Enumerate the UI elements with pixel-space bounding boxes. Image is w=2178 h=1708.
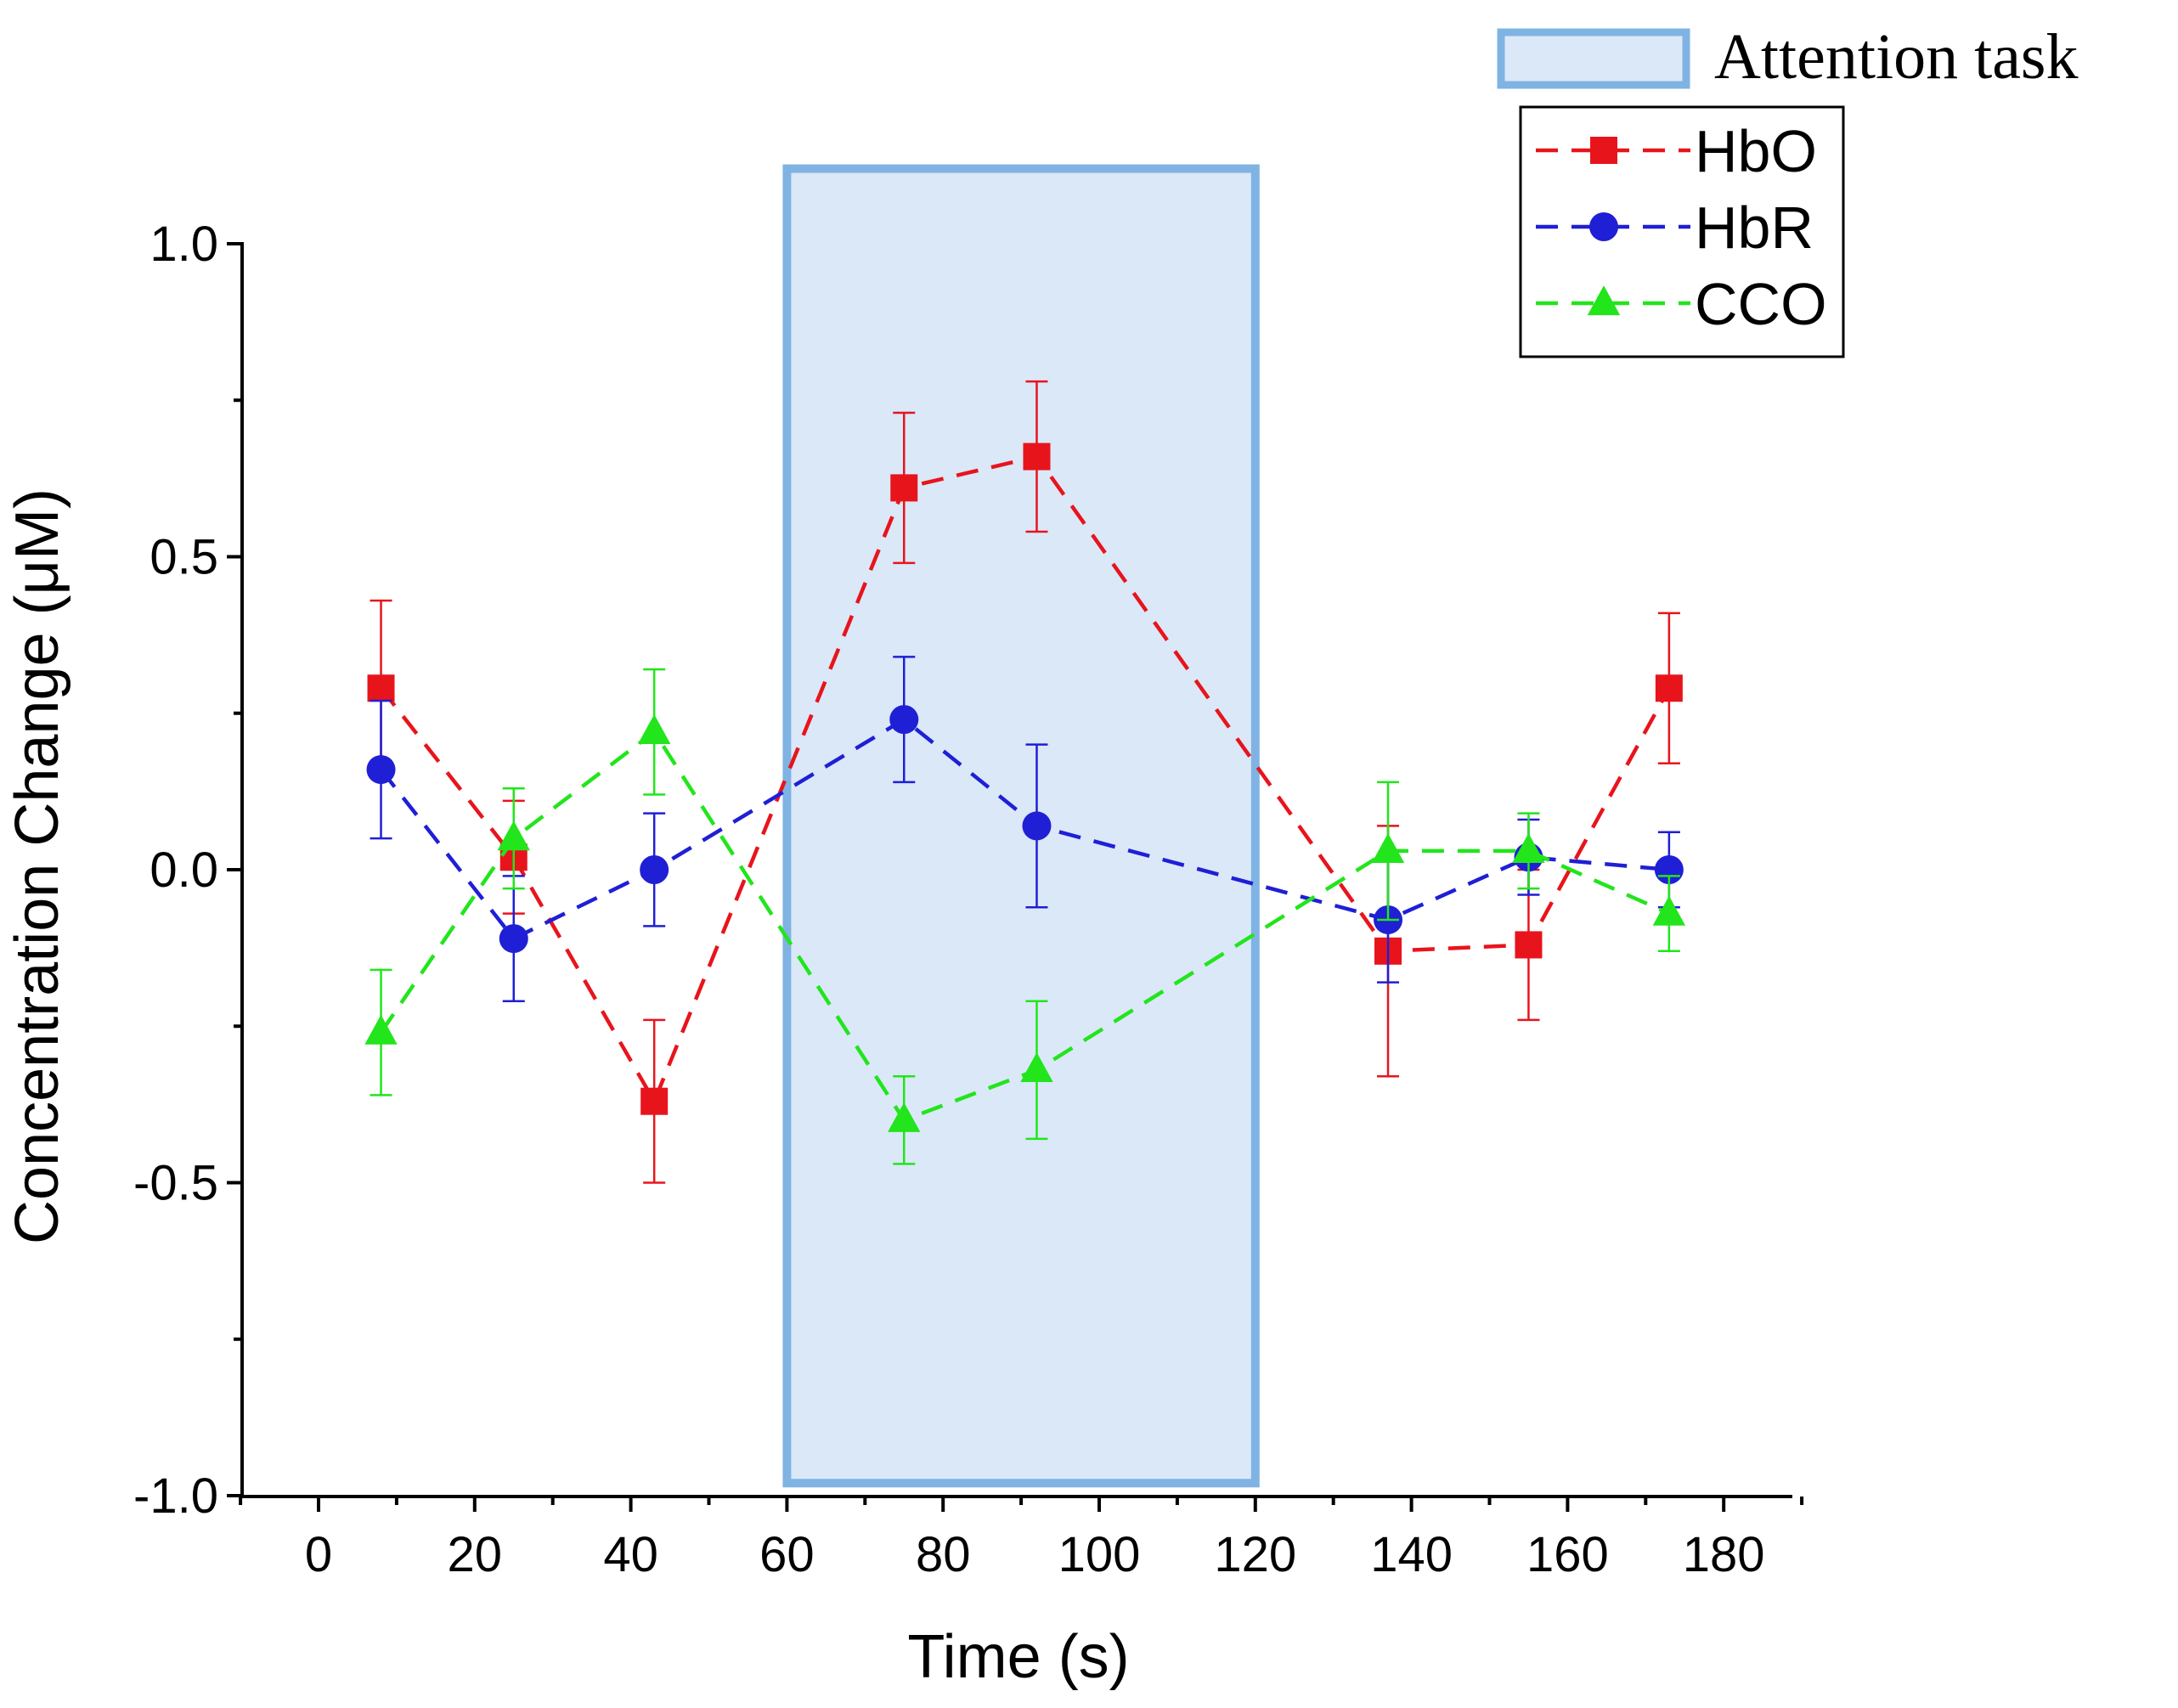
x-tick-label: 0 [305, 1527, 332, 1582]
y-tick-label: 0.0 [150, 843, 218, 898]
legend-label: CCO [1695, 271, 1827, 337]
hbo-point [1515, 931, 1543, 959]
hbr-line [379, 717, 1670, 941]
series-hbo [367, 380, 1683, 1184]
x-axis-title: Time (s) [907, 1623, 1129, 1691]
legend-label: HbR [1695, 194, 1814, 261]
y-ticks: -1.0 -0.5 0.0 0.5 1.0 [133, 217, 242, 1524]
cco-point [888, 1102, 921, 1132]
x-tick-label: 80 [916, 1527, 971, 1582]
shade-legend-swatch [1497, 28, 1690, 89]
cco-point [1652, 895, 1686, 926]
cco-line [379, 729, 1670, 1123]
legend-item-cco: CCO [1529, 271, 1827, 337]
x-tick-label: 120 [1214, 1527, 1296, 1582]
y-tick-label: 1.0 [150, 217, 218, 272]
x-tick-label: 60 [759, 1527, 815, 1582]
hbo-point [367, 674, 395, 702]
cco-point [1371, 833, 1405, 864]
hbr-point [640, 855, 669, 884]
cco-point [637, 714, 671, 744]
x-tick-label: 20 [448, 1527, 503, 1582]
y-tick-label: -0.5 [133, 1156, 218, 1211]
legend-marker [1589, 212, 1618, 241]
x-tick-label: 100 [1058, 1527, 1141, 1582]
axes: -1.0 -0.5 0.0 0.5 1.0 0 20 40 60 80 100 120 140 160 1… [133, 217, 1804, 1582]
x-tick-label: 180 [1683, 1527, 1765, 1582]
x-tick-label: 40 [603, 1527, 658, 1582]
legend: HbO HbR CCO [1519, 105, 1845, 358]
cco-point [1020, 1052, 1053, 1082]
shade-legend: Attention task [1497, 21, 2079, 93]
hbr-point [1022, 811, 1052, 841]
hbr-point [889, 705, 919, 735]
hbo-point [1023, 443, 1051, 471]
legend-marker [1587, 285, 1621, 316]
hbr-point [499, 924, 528, 954]
y-tick-label: 0.5 [150, 530, 218, 585]
legend-item-hbr: HbR [1529, 194, 1814, 261]
cco-point [364, 1014, 398, 1045]
y-axis-title: Concentration Change (μM) [3, 488, 71, 1244]
shade-legend-label: Attention task [1714, 21, 2079, 93]
legend-label: HbO [1695, 118, 1817, 184]
legend-item-hbo: HbO [1529, 118, 1817, 184]
series-layer [364, 380, 1686, 1184]
cco-point [1512, 833, 1545, 864]
x-tick-label: 160 [1526, 1527, 1609, 1582]
x-ticks: 0 20 40 60 80 100 120 140 160 180 [239, 1497, 1804, 1582]
attention-task-region [782, 164, 1260, 1488]
series-cco [364, 668, 1686, 1165]
hbo-point [890, 474, 918, 502]
legend-marker [1590, 137, 1617, 164]
y-tick-label: -1.0 [133, 1468, 218, 1524]
hbr-point [366, 755, 396, 785]
hbo-line [379, 454, 1671, 1106]
hbo-point [640, 1087, 669, 1115]
hbo-point [1655, 674, 1683, 702]
cco-point [497, 820, 530, 851]
x-tick-label: 140 [1370, 1527, 1453, 1582]
